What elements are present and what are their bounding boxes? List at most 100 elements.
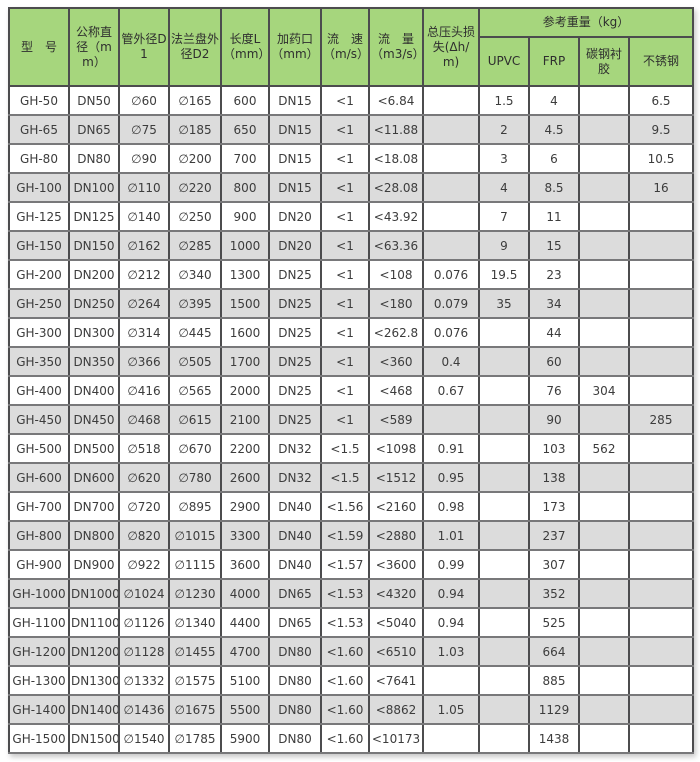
cell-upvc: 19.5 xyxy=(478,259,530,290)
cell-d2: ∅1230 xyxy=(168,578,222,609)
table-row: GH-150 DN150 ∅162 ∅285 1000 DN20 <1 <63.36 9 15 xyxy=(8,230,695,261)
cell-upvc: 2 xyxy=(478,114,530,145)
cell-headloss: 0.4 xyxy=(422,346,480,377)
cell-velocity: <1 xyxy=(320,114,370,145)
cell-cs_rubber xyxy=(578,259,630,290)
table-row: GH-300 DN300 ∅314 ∅445 1600 DN25 <1 <262.8 0.076… xyxy=(8,317,695,348)
col-header-port: 加药口（mm） xyxy=(268,7,322,87)
cell-port: DN15 xyxy=(268,172,322,203)
cell-port: DN65 xyxy=(268,607,322,638)
cell-frp: 76 xyxy=(528,375,580,406)
cell-length: 3600 xyxy=(220,549,270,580)
cell-frp: 6 xyxy=(528,143,580,174)
table-row: GH-800 DN800 ∅820 ∅1015 3300 DN40 <1.59 <2880 1.… xyxy=(8,520,695,551)
cell-d1: ∅90 xyxy=(118,143,170,174)
cell-ss xyxy=(627,346,695,377)
col-header-cs-rubber: 碳钢衬胶 xyxy=(578,36,630,87)
cell-d2: ∅200 xyxy=(168,143,222,174)
cell-dn: DN65 xyxy=(68,114,120,145)
cell-length: 1700 xyxy=(220,346,270,377)
cell-model: GH-300 xyxy=(8,317,70,348)
cell-upvc xyxy=(478,694,530,725)
cell-ss: 16 xyxy=(627,172,695,203)
table-body: GH-50 DN50 ∅60 ∅165 600 DN15 <1 <6.84 1.5 4 6.5 GH-… xyxy=(8,85,695,754)
cell-flow: <2880 xyxy=(368,520,424,551)
cell-dn: DN80 xyxy=(68,143,120,174)
cell-cs_rubber xyxy=(578,723,630,754)
cell-length: 700 xyxy=(220,143,270,174)
cell-flow: <10173 xyxy=(368,723,424,754)
cell-frp: 44 xyxy=(528,317,580,348)
cell-cs_rubber xyxy=(578,172,630,203)
cell-dn: DN250 xyxy=(68,288,120,319)
cell-upvc: 1.5 xyxy=(478,85,530,116)
cell-length: 5900 xyxy=(220,723,270,754)
cell-cs_rubber xyxy=(578,114,630,145)
cell-upvc: 9 xyxy=(478,230,530,261)
cell-port: DN25 xyxy=(268,317,322,348)
cell-flow: <360 xyxy=(368,346,424,377)
cell-flow: <18.08 xyxy=(368,143,424,174)
cell-length: 1500 xyxy=(220,288,270,319)
cell-headloss: 0.91 xyxy=(422,433,480,464)
cell-d1: ∅720 xyxy=(118,491,170,522)
table-row: GH-1000 DN1000 ∅1024 ∅1230 4000 DN65 <1.53 <432… xyxy=(8,578,695,609)
cell-ss xyxy=(627,491,695,522)
cell-frp: 1438 xyxy=(528,723,580,754)
table-row: GH-65 DN65 ∅75 ∅185 650 DN15 <1 <11.88 2 4.5 9.5 xyxy=(8,114,695,145)
cell-d2: ∅1785 xyxy=(168,723,222,754)
cell-headloss: 0.98 xyxy=(422,491,480,522)
cell-velocity: <1 xyxy=(320,288,370,319)
cell-port: DN80 xyxy=(268,665,322,696)
col-header-ss: 不锈钢 xyxy=(627,36,695,87)
cell-port: DN32 xyxy=(268,433,322,464)
cell-frp: 103 xyxy=(528,433,580,464)
cell-cs_rubber xyxy=(578,665,630,696)
cell-headloss: 1.01 xyxy=(422,520,480,551)
cell-headloss xyxy=(422,85,480,116)
cell-model: GH-50 xyxy=(8,85,70,116)
cell-d2: ∅340 xyxy=(168,259,222,290)
cell-d2: ∅395 xyxy=(168,288,222,319)
table-row: GH-500 DN500 ∅518 ∅670 2200 DN32 <1.5 <1098 0.91… xyxy=(8,433,695,464)
cell-model: GH-400 xyxy=(8,375,70,406)
cell-frp: 237 xyxy=(528,520,580,551)
cell-dn: DN400 xyxy=(68,375,120,406)
cell-velocity: <1.60 xyxy=(320,665,370,696)
table-row: GH-125 DN125 ∅140 ∅250 900 DN20 <1 <43.92 7 11 xyxy=(8,201,695,232)
cell-frp: 525 xyxy=(528,607,580,638)
cell-frp: 138 xyxy=(528,462,580,493)
cell-cs_rubber: 304 xyxy=(578,375,630,406)
cell-d2: ∅895 xyxy=(168,491,222,522)
cell-ss xyxy=(627,723,695,754)
cell-port: DN32 xyxy=(268,462,322,493)
cell-model: GH-500 xyxy=(8,433,70,464)
cell-frp: 8.5 xyxy=(528,172,580,203)
cell-model: GH-150 xyxy=(8,230,70,261)
cell-headloss xyxy=(422,404,480,435)
cell-model: GH-125 xyxy=(8,201,70,232)
cell-d2: ∅780 xyxy=(168,462,222,493)
cell-port: DN25 xyxy=(268,259,322,290)
cell-dn: DN600 xyxy=(68,462,120,493)
cell-model: GH-65 xyxy=(8,114,70,145)
cell-upvc xyxy=(478,491,530,522)
cell-d1: ∅75 xyxy=(118,114,170,145)
cell-cs_rubber xyxy=(578,491,630,522)
cell-velocity: <1.5 xyxy=(320,433,370,464)
cell-d1: ∅264 xyxy=(118,288,170,319)
cell-length: 5500 xyxy=(220,694,270,725)
cell-dn: DN300 xyxy=(68,317,120,348)
cell-model: GH-200 xyxy=(8,259,70,290)
cell-ss: 9.5 xyxy=(627,114,695,145)
cell-d2: ∅1575 xyxy=(168,665,222,696)
cell-velocity: <1.60 xyxy=(320,636,370,667)
table-row: GH-1500 DN1500 ∅1540 ∅1785 5900 DN80 <1.60 <101… xyxy=(8,723,695,754)
col-header-d2: 法兰盘外径D2 xyxy=(168,7,222,87)
cell-length: 650 xyxy=(220,114,270,145)
cell-d2: ∅670 xyxy=(168,433,222,464)
cell-cs_rubber xyxy=(578,143,630,174)
cell-velocity: <1.60 xyxy=(320,723,370,754)
cell-d2: ∅250 xyxy=(168,201,222,232)
